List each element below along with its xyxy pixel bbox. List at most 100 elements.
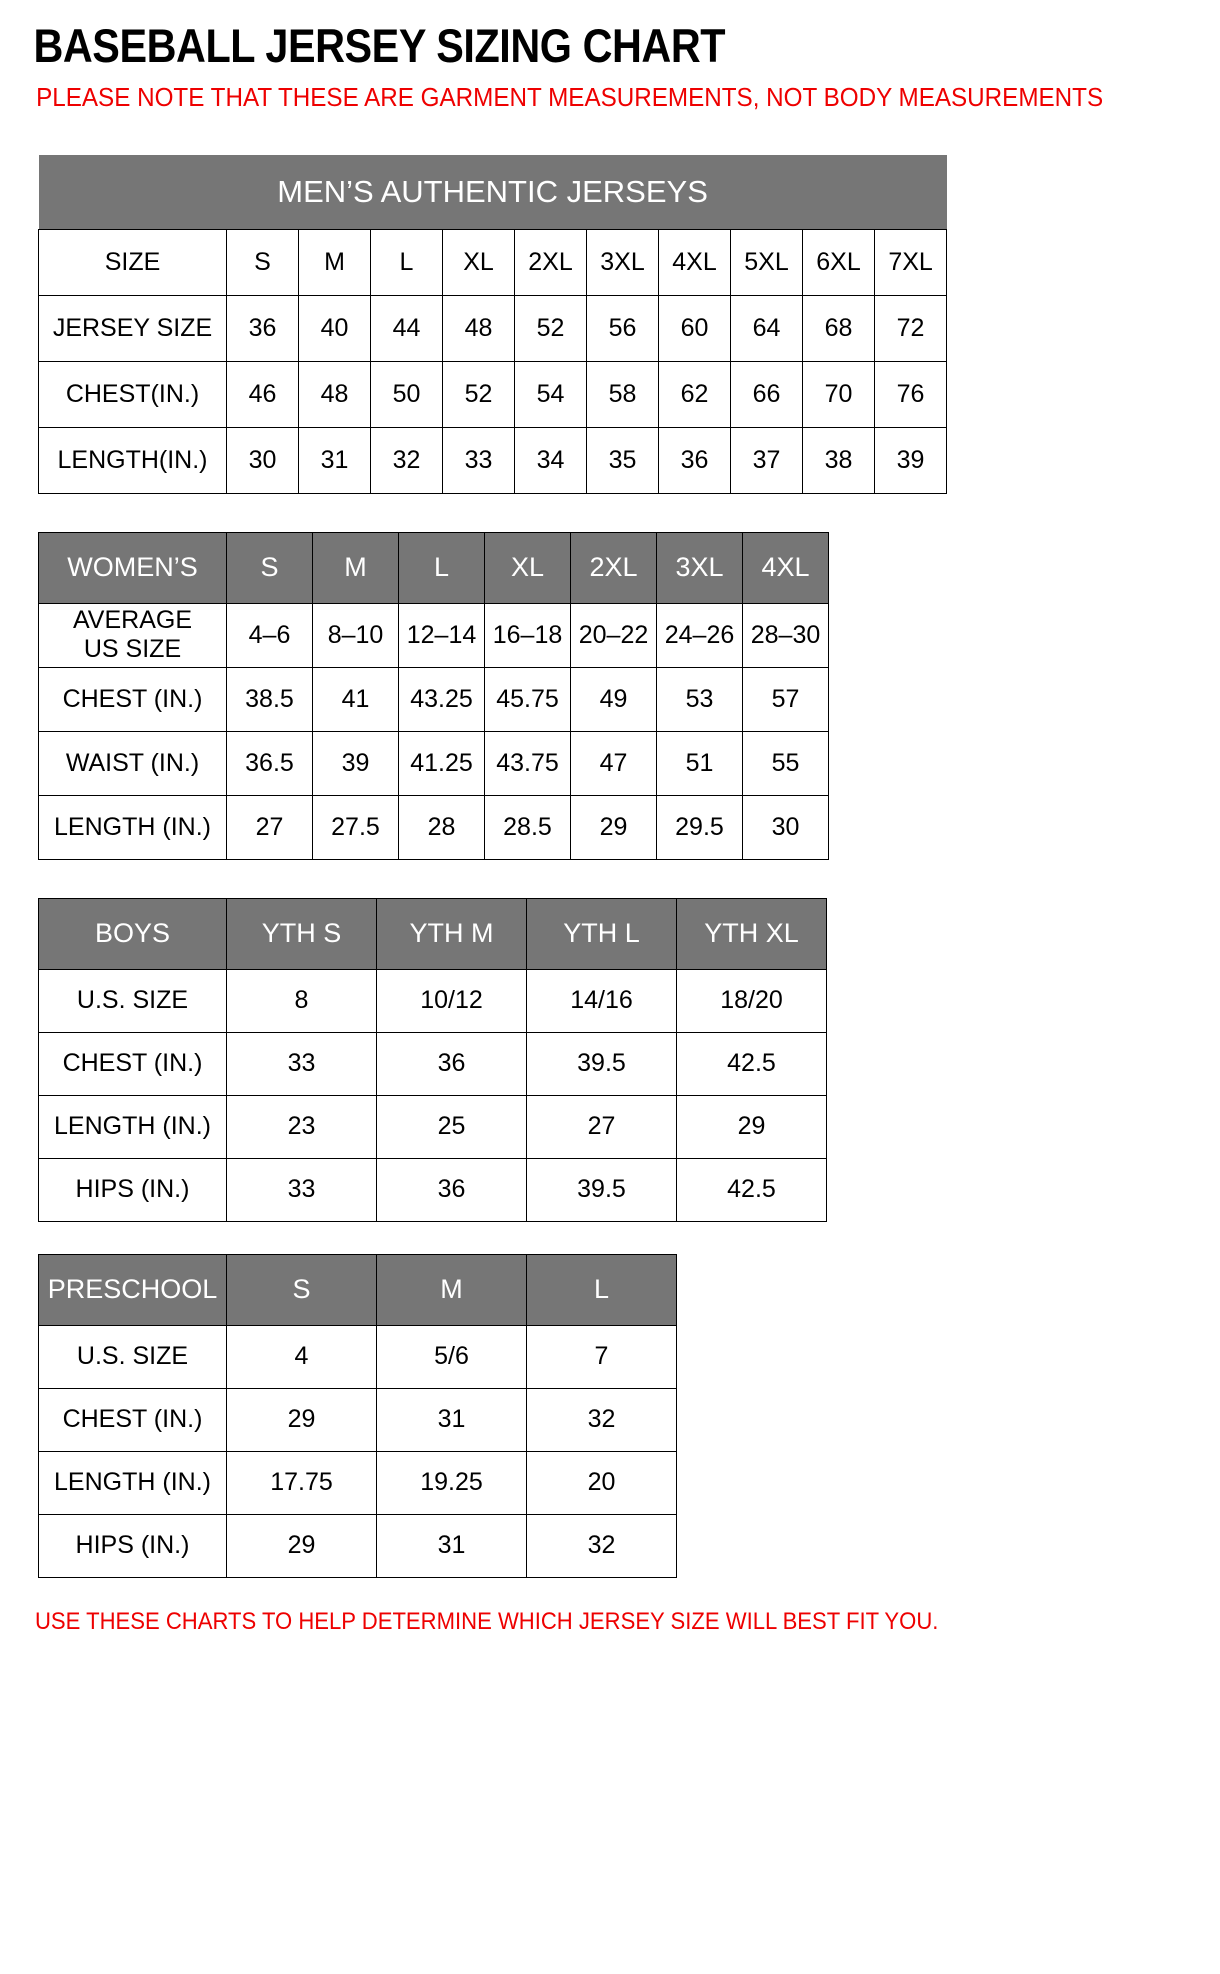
cell: 30 <box>742 794 829 860</box>
cell: 27 <box>526 1094 677 1159</box>
spacer-boys-preschool <box>0 1222 1220 1254</box>
table-row: U.S. SIZE 4 5/6 7 <box>38 1324 677 1389</box>
cell: 14/16 <box>526 968 677 1033</box>
cell: 32 <box>370 426 443 494</box>
cell: 19.25 <box>376 1450 527 1515</box>
cell: 36.5 <box>226 730 313 796</box>
cell: 40 <box>298 294 371 362</box>
mens-banner-row: MEN’S AUTHENTIC JERSEYS <box>38 154 947 230</box>
cell: 33 <box>226 1031 377 1096</box>
boys-header-yth-xl: YTH XL <box>676 897 827 970</box>
cell: 36 <box>376 1157 527 1222</box>
cell: 38.5 <box>226 666 313 732</box>
cell: 31 <box>376 1387 527 1452</box>
cell: 39 <box>873 426 948 494</box>
preschool-chart-block: PRESCHOOL S M L U.S. SIZE 4 5/6 7 CHEST … <box>0 1253 1220 1578</box>
cell: XL <box>442 228 515 296</box>
row-label-length: LENGTH (IN.) <box>38 794 227 860</box>
cell: 37 <box>730 426 803 494</box>
womens-header-xl: XL <box>484 531 571 604</box>
cell: 5/6 <box>376 1324 527 1389</box>
row-label-length: LENGTH (IN.) <box>38 1450 227 1515</box>
cell: 10/12 <box>376 968 527 1033</box>
row-label-length: LENGTH (IN.) <box>38 1094 227 1159</box>
row-label-size: SIZE <box>38 228 227 296</box>
cell: 52 <box>514 294 587 362</box>
table-row: CHEST (IN.) 29 31 32 <box>38 1387 677 1452</box>
cell: 48 <box>298 360 371 428</box>
cell: 68 <box>802 294 875 362</box>
cell: 46 <box>226 360 299 428</box>
cell: 54 <box>514 360 587 428</box>
cell: 60 <box>658 294 731 362</box>
row-label-us-size: U.S. SIZE <box>38 968 227 1033</box>
preschool-header-s: S <box>226 1253 377 1326</box>
cell: 76 <box>873 360 948 428</box>
cell: 72 <box>873 294 948 362</box>
row-label-line2: US SIZE <box>83 635 182 664</box>
womens-chart-block: WOMEN’S S M L XL 2XL 3XL 4XL AVERAGE US S… <box>0 531 1220 860</box>
table-row: AVERAGE US SIZE 4–6 8–10 12–14 16–18 20–2… <box>38 602 829 668</box>
cell: 29 <box>226 1387 377 1452</box>
womens-header-4xl: 4XL <box>742 531 829 604</box>
cell: 4 <box>226 1324 377 1389</box>
preschool-header-row: PRESCHOOL S M L <box>38 1253 677 1326</box>
cell: 5XL <box>730 228 803 296</box>
row-label-line1: AVERAGE <box>72 606 193 635</box>
cell: 48 <box>442 294 515 362</box>
table-row: HIPS (IN.) 29 31 32 <box>38 1513 677 1578</box>
cell: 52 <box>442 360 515 428</box>
preschool-header-m: M <box>376 1253 527 1326</box>
cell: 12–14 <box>398 602 485 668</box>
cell: 36 <box>376 1031 527 1096</box>
cell: 38 <box>802 426 875 494</box>
cell: 45.75 <box>484 666 571 732</box>
row-label-hips: HIPS (IN.) <box>38 1157 227 1222</box>
table-row: HIPS (IN.) 33 36 39.5 42.5 <box>38 1157 827 1222</box>
cell: 58 <box>586 360 659 428</box>
table-row: LENGTH(IN.) 30 31 32 33 34 35 36 37 38 3… <box>38 426 948 494</box>
cell: 2XL <box>514 228 587 296</box>
table-row: CHEST (IN.) 33 36 39.5 42.5 <box>38 1031 827 1096</box>
boys-header-yth-m: YTH M <box>376 897 527 970</box>
cell: 25 <box>376 1094 527 1159</box>
cell: 6XL <box>802 228 875 296</box>
cell: 39 <box>312 730 399 796</box>
row-label-chest: CHEST (IN.) <box>38 1031 227 1096</box>
cell: 32 <box>526 1513 677 1578</box>
boys-chart-block: BOYS YTH S YTH M YTH L YTH XL U.S. SIZE … <box>0 897 1220 1222</box>
cell: 24–26 <box>656 602 743 668</box>
cell: 33 <box>442 426 515 494</box>
spacer-after-note <box>0 115 1220 155</box>
cell: 4–6 <box>226 602 313 668</box>
cell: 36 <box>226 294 299 362</box>
cell: 4XL <box>658 228 731 296</box>
cell: 20 <box>526 1450 677 1515</box>
spacer-womens-boys <box>0 860 1220 898</box>
preschool-sizing-table: PRESCHOOL S M L U.S. SIZE 4 5/6 7 CHEST … <box>38 1253 677 1578</box>
cell: 43.75 <box>484 730 571 796</box>
cell: 27.5 <box>312 794 399 860</box>
cell: 36 <box>658 426 731 494</box>
cell: 7XL <box>873 228 948 296</box>
cell: 64 <box>730 294 803 362</box>
cell: 8 <box>226 968 377 1033</box>
mens-sizing-table: MEN’S AUTHENTIC JERSEYS SIZE S M L XL 2X… <box>38 154 948 494</box>
cell: 29.5 <box>656 794 743 860</box>
cell: 18/20 <box>676 968 827 1033</box>
mens-banner-title: MEN’S AUTHENTIC JERSEYS <box>38 154 947 230</box>
boys-header-yth-l: YTH L <box>526 897 677 970</box>
cell: 42.5 <box>676 1031 827 1096</box>
row-label-chest: CHEST(IN.) <box>38 360 227 428</box>
cell: 27 <box>226 794 313 860</box>
cell: 30 <box>226 426 299 494</box>
table-row: SIZE S M L XL 2XL 3XL 4XL 5XL 6XL 7XL <box>38 228 948 296</box>
cell: 32 <box>526 1387 677 1452</box>
cell: 7 <box>526 1324 677 1389</box>
cell: 44 <box>370 294 443 362</box>
row-label-average-us-size: AVERAGE US SIZE <box>38 602 227 668</box>
table-row: JERSEY SIZE 36 40 44 48 52 56 60 64 68 7… <box>38 294 948 362</box>
table-row: CHEST (IN.) 38.5 41 43.25 45.75 49 53 57 <box>38 666 829 732</box>
cell: 49 <box>570 666 657 732</box>
row-label-length: LENGTH(IN.) <box>38 426 227 494</box>
